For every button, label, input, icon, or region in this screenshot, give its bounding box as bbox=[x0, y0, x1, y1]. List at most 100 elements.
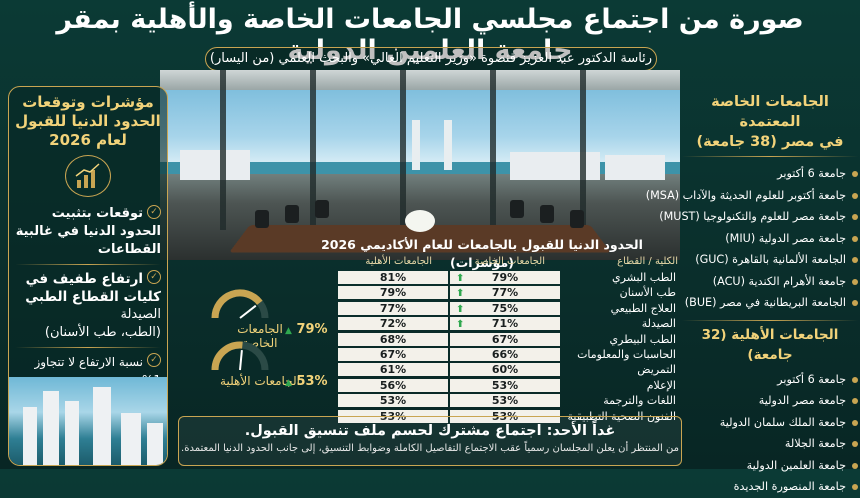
row-name: الطب البشري bbox=[612, 271, 676, 284]
cell-private: 71% ⬆ bbox=[450, 317, 560, 331]
cell-private-value: 60% bbox=[491, 363, 519, 377]
bullet-icon bbox=[852, 214, 858, 220]
page-title: صورة من اجتماع مجلسي الجامعات الخاصة وال… bbox=[56, 4, 804, 66]
cell-national: 61% bbox=[338, 363, 448, 377]
list-item: جامعة الملك سلمان الدولية bbox=[682, 412, 858, 434]
list-item-label: جامعة العلمين الدولية bbox=[746, 458, 846, 472]
up-arrow-icon: ⬆ bbox=[456, 288, 465, 300]
list-item-label: جامعة 6 أكتوبر bbox=[777, 372, 846, 386]
private-universities-panel: الجامعات الخاصة المعتمدة في مصر (38 جامع… bbox=[646, 92, 858, 493]
up-arrow-icon: ⬆ bbox=[456, 303, 465, 315]
cell-private: 67% bbox=[450, 332, 560, 346]
up-arrow-icon: ⬆ bbox=[456, 319, 465, 331]
check-icon: ✓ bbox=[147, 205, 161, 219]
window-frame bbox=[220, 70, 226, 230]
divider bbox=[15, 264, 161, 265]
cell-private: 53% bbox=[450, 394, 560, 408]
row-name: اللغات والترجمة bbox=[603, 394, 676, 408]
row-name: الطب البيطري bbox=[609, 332, 676, 346]
admission-table: الكلية / القطاع الجامعات الخاصة الجامعات… bbox=[320, 256, 680, 424]
cell-private: 60% bbox=[450, 363, 560, 377]
cell-private-value: 53% bbox=[491, 378, 519, 392]
ceiling bbox=[160, 70, 680, 90]
banner-main: غداً الأحد: اجتماع مشترك لحسم ملف تنسيق … bbox=[244, 423, 616, 439]
cell-private-value: 79% bbox=[491, 271, 519, 284]
cell-private-value: 53% bbox=[491, 394, 519, 408]
list-item-label: جامعة أكتوبر للعلوم الحديثة والآداب (MSA… bbox=[645, 188, 846, 202]
list-item: الجامعة الألمانية بالقاهرة (GUC) bbox=[682, 249, 858, 271]
bullet-icon bbox=[852, 441, 858, 447]
chair bbox=[285, 205, 299, 223]
header-national: الجامعات الأهلية bbox=[365, 256, 432, 267]
chair bbox=[540, 205, 554, 223]
window-frame bbox=[580, 70, 586, 230]
cell-national: 72% bbox=[338, 317, 448, 331]
banner-sub: من المنتظر أن يعلن المجلسان رسمياً عقب ا… bbox=[181, 443, 679, 454]
cell-national: 68% bbox=[338, 332, 448, 346]
window-frame bbox=[400, 70, 406, 230]
cell-national: 77% bbox=[338, 301, 448, 315]
chair bbox=[315, 200, 329, 218]
building bbox=[93, 387, 111, 465]
gauge-icon bbox=[211, 289, 269, 319]
cell-private: 53% bbox=[450, 378, 560, 392]
bullet-icon bbox=[852, 398, 858, 404]
indicator-2c: (الطب، طب الأسنان) bbox=[44, 325, 161, 340]
list-item: الجامعة البريطانية في مصر (BUE) bbox=[682, 292, 858, 314]
list-item-label: جامعة الأهرام الكندية (ACU) bbox=[712, 274, 846, 288]
up-arrow-icon: ▲ bbox=[285, 378, 292, 388]
list-item-label: جامعة المنصورة الجديدة bbox=[733, 480, 846, 493]
cell-private: 75% ⬆ bbox=[450, 301, 560, 315]
list-item: جامعة أكتوبر للعلوم الحديثة والآداب (MSA… bbox=[646, 185, 858, 207]
bullet-icon bbox=[852, 235, 858, 242]
cell-national: 79% bbox=[338, 286, 448, 300]
cell-private-value: 77% bbox=[491, 286, 519, 300]
meeting-photo bbox=[160, 70, 680, 260]
list-item: جامعة مصر الدولية bbox=[682, 390, 858, 412]
list-item: جامعة 6 أكتوبر bbox=[682, 369, 858, 391]
cell-private: 66% bbox=[450, 347, 560, 361]
table-row: التمريض 60% 61% bbox=[320, 362, 680, 377]
cell-private: 79% ⬆ bbox=[450, 271, 560, 284]
indicators-heading-1: مؤشرات وتوقعات bbox=[22, 93, 154, 111]
divider bbox=[682, 156, 858, 157]
window-frame bbox=[490, 70, 496, 230]
chair bbox=[570, 210, 584, 228]
indicator-1-text: توقعات بتثبيت الحدود الدنيا في غالبية ال… bbox=[15, 206, 161, 257]
tower bbox=[412, 120, 420, 170]
bullet-icon bbox=[852, 376, 858, 383]
list-item-label: الجامعة الألمانية بالقاهرة (GUC) bbox=[695, 253, 846, 266]
gauge-icon bbox=[211, 341, 269, 371]
row-name: الإعلام bbox=[646, 378, 676, 392]
indicator-2b: الصيدلة bbox=[120, 307, 161, 322]
list-item-label: جامعة مصر الدولية (MIU) bbox=[725, 231, 846, 245]
header-private: الجامعات الخاصة bbox=[474, 256, 545, 267]
cell-national: 67% bbox=[338, 347, 448, 361]
indicators-heading-2: الحدود الدنيا للقبول bbox=[15, 112, 161, 130]
cell-private: 77% ⬆ bbox=[450, 286, 560, 300]
list-item-label: جامعة الملك سلمان الدولية bbox=[719, 415, 846, 429]
building bbox=[510, 152, 600, 180]
national-heading: الجامعات الأهلية (32 جامعة) bbox=[701, 326, 839, 363]
indicators-panel: مؤشرات وتوقعات الحدود الدنيا للقبول لعام… bbox=[8, 86, 168, 466]
gauge-private-pct: ▲ 79% bbox=[285, 322, 328, 337]
check-icon: ✓ bbox=[147, 270, 161, 284]
chair bbox=[510, 200, 524, 218]
building bbox=[605, 155, 665, 180]
cell-private-value: 67% bbox=[491, 332, 519, 346]
bullet-icon bbox=[852, 300, 858, 306]
divider bbox=[15, 347, 161, 348]
list-item: جامعة 6 أكتوبر bbox=[682, 163, 858, 185]
window-frame bbox=[310, 70, 316, 230]
indicators-heading-3: لعام 2026 bbox=[49, 131, 127, 149]
table-title: الحدود الدنيا للقبول بالجامعات للعام الأ… bbox=[321, 237, 643, 270]
table-row: طب الأسنان 77% ⬆ 79% bbox=[320, 285, 680, 300]
up-arrow-icon: ⬆ bbox=[456, 273, 465, 284]
list-item: جامعة مصر للعلوم والتكنولوجيا (MUST) bbox=[659, 206, 858, 228]
up-arrow-icon: ▲ bbox=[285, 326, 292, 336]
list-item-label: جامعة الجلالة bbox=[784, 437, 846, 450]
row-name: الحاسبات والمعلومات bbox=[577, 347, 676, 361]
list-item: جامعة الأهرام الكندية (ACU) bbox=[682, 271, 858, 293]
table-row: الإعلام 53% 56% bbox=[320, 378, 680, 393]
subtitle: رئاسة الدكتور عبد العزيز قنصوة «وزير الت… bbox=[205, 47, 657, 71]
